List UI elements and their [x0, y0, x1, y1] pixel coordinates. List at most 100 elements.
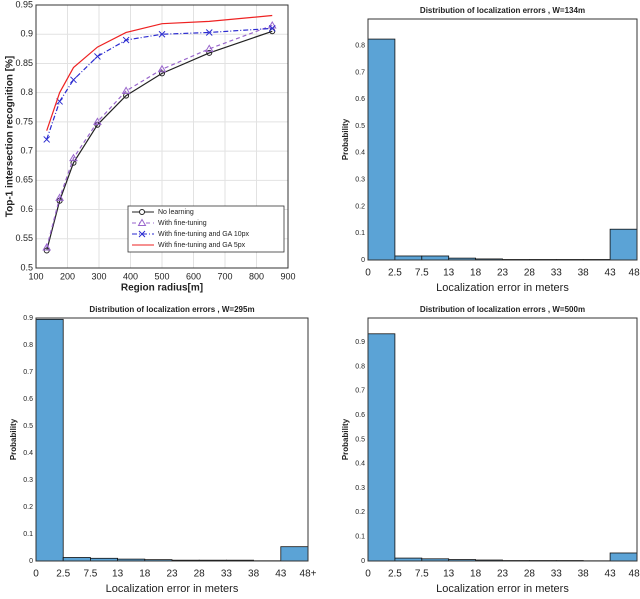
legend-marker — [139, 209, 145, 215]
y-tick-label: 0.2 — [355, 203, 365, 210]
x-tick-label: 2.5 — [56, 569, 70, 580]
x-axis-label: Localization error in meters — [436, 282, 569, 294]
x-tick-label: 43 — [605, 268, 617, 279]
series-line — [46, 27, 273, 140]
marker — [267, 20, 277, 29]
y-tick-label: 0.1 — [355, 230, 365, 237]
x-tick-label: 0 — [365, 569, 371, 580]
bar — [367, 38, 396, 261]
x-tick-label: 18 — [470, 268, 482, 279]
marker — [206, 49, 213, 56]
y-tick-label: 0.85 — [15, 58, 33, 68]
x-tick-label: 200 — [60, 271, 75, 281]
y-tick-label: 0.9 — [355, 339, 365, 346]
marker — [42, 243, 52, 251]
y-tick-label: 0.1 — [23, 531, 33, 538]
y-tick-label: 0.5 — [355, 436, 365, 443]
x-tick-label: 500 — [154, 271, 169, 281]
marker — [204, 44, 214, 52]
y-tick-label: 0.2 — [23, 504, 33, 511]
bar — [367, 333, 396, 562]
y-tick-label: 0.95 — [15, 0, 33, 9]
y-tick-label: 0.8 — [23, 342, 33, 349]
y-tick-label: 0.7 — [20, 145, 33, 155]
y-tick-label: 0.1 — [355, 534, 365, 541]
x-tick-label: 18 — [470, 569, 482, 580]
x-tick-label: 7.5 — [415, 569, 429, 580]
y-tick-label: 0.5 — [20, 262, 33, 272]
bar — [62, 557, 91, 562]
x-tick-label: 33 — [551, 569, 563, 580]
x-tick-label: 23 — [497, 569, 509, 580]
x-tick-label: 38 — [248, 569, 260, 580]
marker — [158, 30, 166, 38]
y-tick-label: 0.3 — [23, 477, 33, 484]
marker — [268, 25, 276, 32]
marker — [70, 76, 77, 84]
x-tick-label: 33 — [551, 268, 563, 279]
y-tick-label: 0.3 — [355, 177, 365, 184]
x-tick-label: 0 — [365, 268, 371, 279]
x-tick-label: 13 — [443, 268, 455, 279]
chart-title: Distribution of localization errors , W=… — [420, 6, 585, 15]
series-line — [46, 24, 273, 248]
legend-label: With fine-tuning and GA 5px — [158, 242, 246, 249]
y-tick-label: 0 — [361, 257, 365, 264]
y-tick-label: 0.7 — [23, 369, 33, 376]
plot-frame — [35, 4, 289, 269]
y-tick-label: 0 — [29, 558, 33, 565]
x-tick-label: 900 — [280, 271, 295, 281]
y-tick-label: 0.8 — [355, 363, 365, 370]
y-tick-label: 0.8 — [355, 43, 365, 50]
y-tick-label: 0.4 — [355, 461, 365, 468]
x-tick-label: 0 — [33, 569, 39, 580]
x-tick-label: 300 — [91, 271, 106, 281]
legend-label: With fine-tuning — [158, 220, 207, 227]
x-tick-label: 2.5 — [388, 268, 402, 279]
x-tick-label: 28 — [194, 569, 206, 580]
marker — [121, 86, 131, 94]
y-tick-label: 0.55 — [15, 233, 33, 243]
x-tick-label: 800 — [249, 271, 264, 281]
y-tick-label: 0.6 — [355, 412, 365, 419]
x-tick-label: 7.5 — [83, 569, 97, 580]
x-tick-label: 43 — [605, 569, 617, 580]
marker — [205, 29, 213, 36]
y-tick-label: 0.9 — [20, 29, 33, 39]
y-tick-label: 0.2 — [355, 509, 365, 516]
x-tick-label: 43 — [275, 569, 287, 580]
x-tick-label: 600 — [186, 271, 201, 281]
x-tick-label: 2.5 — [388, 569, 402, 580]
x-tick-label: 23 — [166, 569, 178, 580]
bar — [421, 255, 450, 261]
x-tick-label: 23 — [497, 268, 509, 279]
y-tick-label: 0.6 — [23, 396, 33, 403]
x-tick-label: 48+ — [629, 569, 640, 580]
x-tick-label: 7.5 — [415, 268, 429, 279]
y-axis-label: Probability — [9, 418, 18, 460]
y-tick-label: 0.6 — [20, 204, 33, 214]
series-line — [46, 30, 273, 251]
y-tick-label: 0.3 — [355, 485, 365, 492]
series-line — [46, 14, 273, 131]
y-tick-label: 0.9 — [23, 315, 33, 322]
bar — [394, 255, 423, 261]
y-axis-label: Top-1 intersection recognition [%] — [5, 56, 16, 217]
marker — [157, 64, 167, 73]
legend-label: With fine-tuning and GA 10px — [158, 231, 250, 238]
bar — [609, 552, 638, 562]
x-tick-label: 18 — [139, 569, 151, 580]
x-axis-label: Region radius[m] — [121, 283, 203, 294]
y-axis-label: Probability — [341, 418, 350, 460]
y-tick-label: 0.75 — [15, 116, 33, 126]
y-tick-label: 0.4 — [23, 450, 33, 457]
x-tick-label: 33 — [221, 569, 233, 580]
x-tick-label: 13 — [443, 569, 455, 580]
bar — [280, 546, 309, 562]
plot-frame — [367, 18, 638, 261]
legend-box — [127, 205, 285, 253]
y-tick-label: 0.65 — [15, 175, 33, 185]
x-tick-label: 100 — [28, 271, 43, 281]
plot-frame — [367, 317, 638, 562]
